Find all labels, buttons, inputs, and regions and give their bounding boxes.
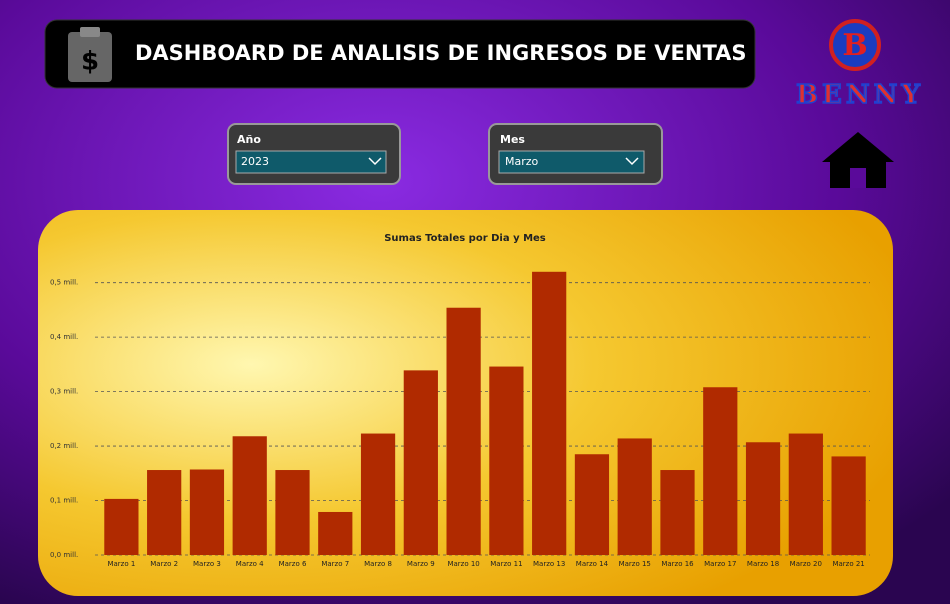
x-tick-label: Marzo 16 xyxy=(661,560,694,568)
x-tick-label: Marzo 15 xyxy=(619,560,651,568)
x-tick-label: Marzo 21 xyxy=(832,560,864,568)
header-bar xyxy=(44,19,756,89)
x-tick-label: Marzo 18 xyxy=(747,560,779,568)
bar xyxy=(403,370,438,555)
bar xyxy=(275,470,310,555)
home-roof xyxy=(822,132,894,162)
chevron xyxy=(368,157,382,166)
x-tick-label: Marzo 10 xyxy=(447,560,479,568)
x-tick-label: Marzo 4 xyxy=(236,560,264,568)
bar xyxy=(147,470,182,555)
y-tick-label: 0,0 mill. xyxy=(50,551,78,559)
bar xyxy=(617,438,652,555)
dropdown-value: Marzo xyxy=(505,155,539,168)
logo-circle xyxy=(829,19,881,71)
x-tick-label: Marzo 8 xyxy=(364,560,392,568)
bar xyxy=(189,469,225,555)
plot: 0,0 mill. 0,1 mill. 0,2 mill. 0,3 mill. 0,4 … xyxy=(50,271,870,568)
y-tick-label: 0,1 mill. xyxy=(50,497,78,505)
bar xyxy=(318,511,353,555)
bar xyxy=(788,433,823,555)
x-tick-label: Marzo 2 xyxy=(150,560,178,568)
chart-title: Sumas Totales por Dia y Mes xyxy=(384,233,546,244)
bar xyxy=(104,498,139,555)
x-tick-label: Marzo 6 xyxy=(279,560,307,568)
filter-label: Mes xyxy=(500,133,525,146)
bar xyxy=(831,456,866,555)
y-tick-label: 0,4 mill. xyxy=(50,333,78,341)
x-tick-label: Marzo 11 xyxy=(490,560,522,568)
x-tick-label: Marzo 17 xyxy=(704,560,736,568)
bar xyxy=(574,454,610,555)
logo-letter: B xyxy=(842,28,867,63)
bar xyxy=(532,271,567,555)
filter-label: Año xyxy=(237,133,261,146)
y-tick-label: 0,3 mill. xyxy=(50,388,78,396)
filter-month[interactable]: Mes Marzo xyxy=(488,123,663,185)
bar xyxy=(489,366,524,555)
dropdown[interactable] xyxy=(498,150,645,174)
x-tick-label: Marzo 3 xyxy=(193,560,221,568)
x-tick-label: Marzo 9 xyxy=(407,560,435,568)
x-tick-label: Marzo 13 xyxy=(533,560,565,568)
header-title: DASHBOARD DE ANALISIS DE INGRESOS DE VEN… xyxy=(135,41,747,65)
bar xyxy=(745,442,781,555)
header: $ DASHBOARD DE ANALISIS DE INGRESOS DE V… xyxy=(44,19,756,89)
bar xyxy=(360,433,396,555)
y-tick-label: 0,5 mill. xyxy=(50,279,78,287)
logo-name: BENNY xyxy=(796,80,924,110)
x-tick-label: Marzo 14 xyxy=(576,560,609,568)
chevron xyxy=(625,157,639,166)
bar xyxy=(703,387,738,555)
filter-year[interactable]: Año 2023 xyxy=(227,123,401,185)
bar xyxy=(660,470,695,555)
home-door xyxy=(850,168,866,188)
x-tick-label: Marzo 1 xyxy=(107,560,135,568)
y-tick-label: 0,2 mill. xyxy=(50,442,78,450)
dollar-icon: $ xyxy=(81,47,99,77)
bar xyxy=(232,436,267,555)
home-icon[interactable] xyxy=(822,132,894,188)
x-tick-label: Marzo 20 xyxy=(790,560,822,568)
bar xyxy=(446,307,481,555)
clipboard-icon xyxy=(68,32,112,82)
x-tick-label: Marzo 7 xyxy=(321,560,349,568)
dropdown[interactable] xyxy=(235,150,387,174)
dropdown-value: 2023 xyxy=(241,155,269,168)
logo: B BENNY xyxy=(795,19,924,111)
clipboard-clip xyxy=(80,27,100,37)
